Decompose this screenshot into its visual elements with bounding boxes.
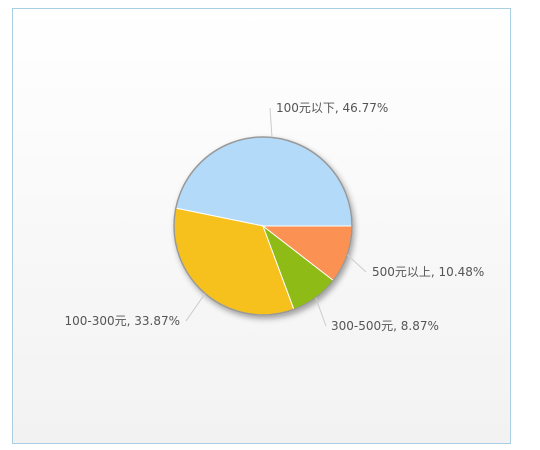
label-part: 46.77% — [343, 101, 389, 115]
label-part: 500元以上 — [372, 265, 431, 279]
label-part: 100元以下 — [276, 101, 335, 115]
label-part: , — [431, 265, 439, 279]
pie — [173, 136, 353, 316]
label-part: , — [335, 101, 343, 115]
leader-line — [185, 293, 206, 322]
label-part: 33.87% — [134, 314, 180, 328]
label-part: , — [127, 314, 135, 328]
label-part: 100-300元 — [64, 314, 126, 328]
pie-rim — [173, 136, 353, 316]
label-part: , — [393, 319, 401, 333]
leader-line — [269, 107, 273, 138]
slice-label: 300-500元, 8.87% — [331, 319, 439, 333]
leader-line — [315, 297, 327, 327]
label-part: 300-500元 — [331, 319, 393, 333]
slice-label: 500元以上, 10.48% — [372, 265, 484, 279]
label-part: 8.87% — [401, 319, 439, 333]
slice-label: 100元以下, 46.77% — [276, 101, 388, 115]
slice-label: 100-300元, 33.87% — [64, 314, 180, 328]
label-part: 10.48% — [439, 265, 485, 279]
leader-line — [346, 254, 367, 273]
